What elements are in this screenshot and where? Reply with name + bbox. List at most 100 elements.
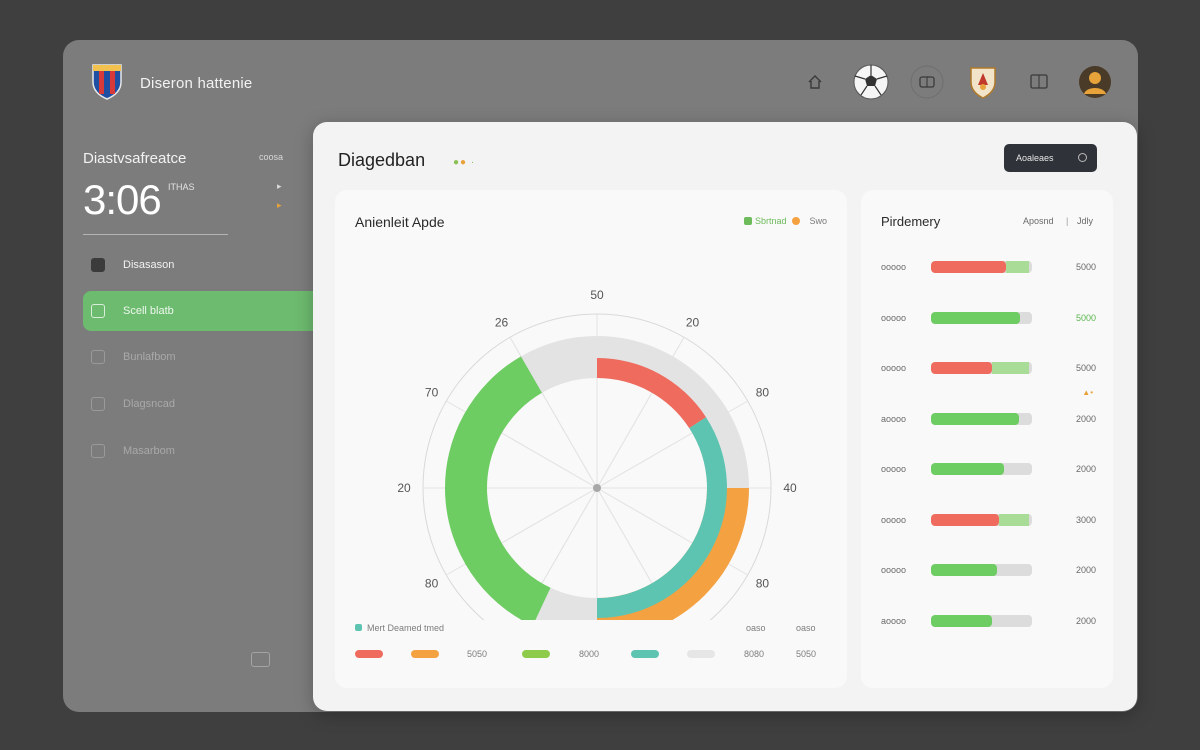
legend-swatch — [355, 624, 362, 631]
chart-inner-spoke — [542, 394, 598, 489]
bottom-legend-title: Mert Deamed tmed — [367, 623, 445, 633]
main-panel: Diagedban ●● · Aoaleaes Anienleit Apde S… — [313, 122, 1137, 711]
row-progress-fill — [931, 463, 1004, 475]
row-progress-fill — [931, 412, 1019, 425]
tab-separator: | — [1066, 216, 1069, 226]
list-row[interactable]: ooooo 5000 — [861, 256, 1113, 278]
list-row[interactable]: aoooo 2000 — [861, 408, 1113, 430]
row-progress-fill — [931, 362, 992, 374]
row-label: aoooo — [881, 615, 907, 626]
title-status-dots: ●● · — [453, 157, 476, 168]
bottom-legend-value: 8000 — [579, 649, 600, 659]
row-progress-bar — [931, 564, 1032, 576]
row-progress-bar — [931, 513, 1032, 526]
bottom-legend-value: oaso — [746, 623, 766, 633]
row-progress-remainder — [1019, 311, 1029, 324]
row-progress-bar — [931, 463, 1032, 475]
sidebar-divider — [83, 234, 228, 235]
window-icon[interactable] — [1021, 64, 1057, 100]
row-value: 2000 — [1075, 615, 1096, 626]
tab-1[interactable]: Jdly — [1077, 216, 1094, 226]
radial-chart: 502080408050507080207026 — [397, 288, 797, 620]
legend-label: Sbrtnad — [754, 216, 787, 226]
row-progress-remainder — [996, 564, 1029, 576]
chart-tick-label: 80 — [756, 577, 770, 591]
row-progress-remainder — [1018, 412, 1029, 425]
sidebar-item-1[interactable]: Scell blatb — [83, 291, 313, 331]
top-icon-bar — [777, 64, 1113, 100]
list-row[interactable]: ooooo 5000 — [861, 357, 1113, 379]
list-row[interactable]: aoooo 2000 — [861, 610, 1113, 632]
sidebar-item-label: Masarbom — [123, 445, 175, 457]
club-crest-icon[interactable] — [965, 64, 1001, 100]
user-avatar[interactable] — [1077, 64, 1113, 100]
row-value: 2000 — [1075, 464, 1096, 474]
row-label: ooooo — [881, 565, 907, 575]
collapse-icon[interactable] — [251, 652, 270, 667]
row-progress-fill — [931, 614, 992, 627]
action-button[interactable]: Aoaleaes — [1004, 144, 1097, 172]
outer-ring-segment — [521, 336, 597, 393]
dashboard-icon — [91, 258, 105, 272]
match-clock: 3:06 — [83, 176, 162, 223]
chart-tick-label: 80 — [756, 386, 770, 400]
sidebar-tag: coosa — [259, 152, 284, 162]
sidebar-item-label: Scell blatb — [123, 305, 174, 317]
chart-card: Anienleit Apde Sbrtnad Swo 50 20 80 40 80 505… — [335, 190, 847, 688]
app-title: Diseron hattenie — [140, 75, 253, 92]
row-label: aoooo — [881, 413, 907, 424]
sidebar-item-4[interactable]: Masarbom — [83, 428, 313, 474]
inner-ring-segment — [597, 417, 727, 618]
page-title: Diagedban — [338, 150, 426, 170]
list-row[interactable]: ooooo 2000 — [861, 559, 1113, 581]
tab-0[interactable]: Aposnd — [1023, 216, 1054, 226]
chart-tick-label: 70 — [425, 386, 439, 400]
sidebar-item-2[interactable]: Bunlafbom — [83, 334, 313, 380]
screen-icon[interactable] — [909, 64, 945, 100]
row-label: ooooo — [881, 464, 907, 474]
chevron-right-icon[interactable]: ▸ — [277, 200, 282, 210]
row-value: 5000 — [1075, 262, 1096, 272]
document-icon — [91, 350, 105, 364]
chevron-right-icon[interactable]: ▸ — [277, 181, 282, 191]
row-label: ooooo — [881, 363, 907, 373]
chart-title: Anienleit Apde — [355, 214, 445, 230]
row-progress-remainder — [1003, 463, 1029, 475]
chart-tick-label: 20 — [397, 481, 411, 495]
chart-inner-spoke — [503, 433, 598, 489]
bottom-legend-value: oaso — [796, 623, 816, 633]
row-value: 3000 — [1075, 514, 1096, 525]
home-icon[interactable] — [797, 64, 833, 100]
chart-inner-spoke — [596, 394, 652, 489]
outer-ring-segment — [445, 356, 551, 620]
legend-pill — [355, 650, 383, 658]
chat-icon — [91, 397, 105, 411]
row-progress-bar — [931, 311, 1032, 324]
sidebar-item-3[interactable]: Dlagsncad — [83, 381, 313, 427]
club-logo[interactable] — [90, 62, 124, 100]
list-card: Pirdemery Aposnd | Jdly ▲• ooooo 5000 oooo… — [861, 190, 1113, 688]
row-progress-bar — [931, 614, 1032, 627]
row-label: ooooo — [881, 312, 907, 323]
row-progress-bar — [931, 362, 1032, 374]
list-row[interactable]: ooooo 3000 — [861, 509, 1113, 531]
sidebar-title: Diastvsafreatce — [83, 150, 187, 167]
row-progress-remainder — [991, 614, 1029, 627]
bottom-legend: Mert Deamed tmed oaso oaso 5050 8000 808… — [355, 620, 827, 680]
chart-center-dot — [593, 484, 601, 492]
row-progress-remainder — [1005, 261, 1029, 273]
sidebar-item-label: Dlagsncad — [123, 398, 175, 410]
row-value: 2000 — [1075, 413, 1096, 424]
chart-tick-label: 20 — [686, 316, 700, 330]
legend-pill — [687, 650, 715, 658]
row-progress-fill — [931, 311, 1020, 324]
row-label: ooooo — [881, 262, 907, 272]
inner-ring-segment — [597, 358, 707, 429]
sidebar-item-0[interactable]: Disasason — [83, 242, 313, 288]
row-label: ooooo — [881, 514, 907, 525]
row-progress-fill — [931, 513, 999, 526]
list-row[interactable]: ooooo 5000 — [861, 307, 1113, 329]
soccer-ball-icon[interactable] — [853, 64, 889, 100]
list-icon — [91, 304, 105, 318]
list-row[interactable]: ooooo 2000 — [861, 458, 1113, 480]
